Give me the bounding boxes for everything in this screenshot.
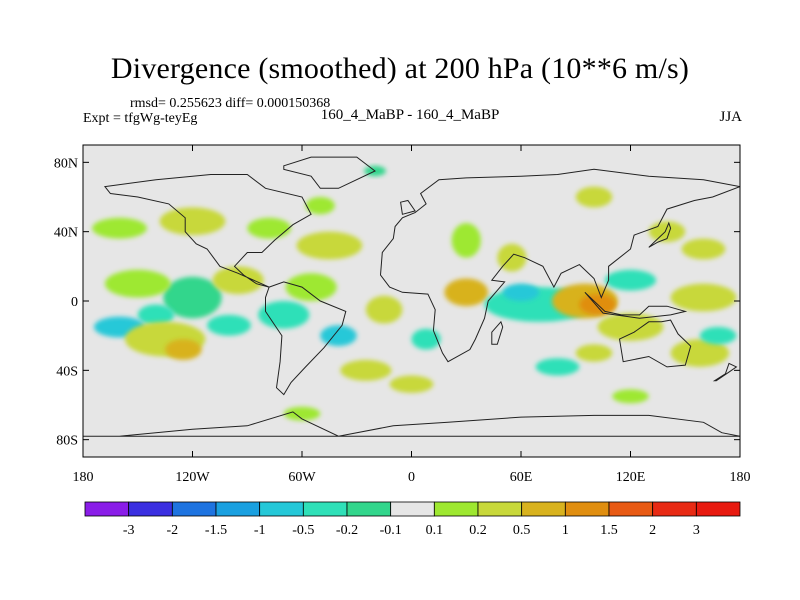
x-tick-label: 120E (616, 470, 646, 485)
colorbar-label: 0.1 (426, 523, 444, 538)
field-blob-16 (340, 359, 392, 381)
field-blob-6 (104, 269, 171, 298)
colorbar-swatch-3 (215, 501, 261, 517)
colorbar-label: 1 (562, 523, 569, 538)
experiment-label: Expt = tfgWg-teyEg (83, 111, 198, 126)
colorbar-label: -1.5 (205, 523, 227, 538)
x-tick-label: 120W (175, 470, 210, 485)
coastline-africa-eurasia (379, 168, 740, 363)
colorbar-label: 2 (649, 523, 656, 538)
divergence-field (92, 165, 737, 421)
colorbar-swatch-6 (346, 501, 392, 517)
colorbar-swatch-4 (259, 501, 304, 517)
colorbar-label: 0.2 (469, 523, 487, 538)
field-blob-27 (670, 283, 737, 312)
colorbar-label: -3 (123, 523, 135, 538)
field-blob-23 (502, 283, 540, 302)
coastline-south-america (265, 281, 347, 396)
x-tick-label: 60E (510, 470, 533, 485)
colorbar-label: 1.5 (600, 523, 618, 538)
colorbar-swatch-10 (521, 501, 566, 517)
field-blob-30 (604, 269, 657, 291)
field-blob-1 (137, 304, 175, 326)
y-tick-label: 0 (71, 295, 78, 310)
field-blob-37 (575, 186, 613, 208)
comparison-label: 160_4_MaBP - 160_4_MaBP (320, 107, 500, 123)
field-blob-19 (444, 278, 489, 307)
x-tick-label: 60W (288, 470, 316, 485)
field-blob-31 (535, 358, 580, 376)
colorbar-swatch-0 (84, 501, 130, 517)
y-tick-label: 40S (56, 364, 78, 379)
field-blob-10 (247, 217, 292, 239)
field-blob-35 (305, 197, 335, 215)
field-blob-32 (575, 344, 613, 362)
colorbar-label: -0.2 (336, 523, 358, 538)
colorbar-swatch-14 (695, 501, 741, 517)
coastlines (83, 156, 740, 437)
coastline-japan (648, 221, 672, 248)
field-blob-17 (389, 375, 434, 393)
colorbar-swatch-1 (128, 501, 173, 517)
x-tick-label: 180 (73, 470, 94, 485)
field-blob-14 (320, 325, 357, 347)
coastline-australia (618, 319, 692, 368)
field-blob-8 (92, 217, 147, 239)
colorbar-swatch-9 (477, 501, 523, 517)
coastline-north-america (103, 174, 312, 288)
field-blob-7 (212, 266, 264, 295)
colorbar-label: -0.5 (292, 523, 314, 538)
colorbar-swatch-2 (171, 501, 217, 517)
colorbar-swatch-8 (433, 501, 479, 517)
coastline-new-zealand (712, 362, 738, 382)
field-blob-29 (699, 327, 737, 345)
colorbar-swatch-12 (608, 501, 654, 517)
colorbar-label: -0.1 (380, 523, 402, 538)
colorbar: -3 -2 -1.5 -1 -0.5 -0.2 -0.1 0.1 0.2 0.5 1 1.5 2 3 (84, 501, 741, 538)
field-blob-18 (411, 328, 441, 350)
y-tick-label: 40N (54, 226, 78, 241)
field-blob-20 (451, 223, 481, 258)
coastline-antarctica (83, 411, 740, 437)
field-blob-12 (285, 273, 337, 301)
colorbar-label: -1 (254, 523, 266, 538)
colorbar-label: 0.5 (513, 523, 531, 538)
colorbar-label: 3 (693, 523, 700, 538)
colorbar-swatch-5 (302, 501, 348, 517)
chart-title: Divergence (smoothed) at 200 hPa (10**6 … (110, 52, 690, 85)
field-blob-0 (163, 276, 222, 319)
colorbar-swatch-7 (390, 501, 435, 517)
field-blob-2 (207, 314, 251, 336)
coastline-greenland (283, 156, 376, 189)
axis-ticks: 180 120W 60W 0 60E 120E 180 80N 40N 0 40S 80S (54, 145, 751, 485)
field-blob-13 (258, 301, 310, 329)
field-blob-11 (296, 231, 363, 260)
coastline-uk (400, 199, 416, 215)
rmsd-diff-label: rmsd= 0.255623 diff= 0.000150368 (130, 96, 331, 111)
season-label: JJA (719, 109, 742, 125)
coastline-indonesia (584, 291, 688, 319)
x-tick-label: 0 (408, 470, 415, 485)
field-blob-34 (681, 238, 726, 260)
y-tick-label: 80S (56, 434, 78, 449)
field-blob-5 (165, 339, 202, 360)
field-blob-9 (159, 207, 226, 236)
field-blob-39 (612, 389, 649, 404)
field-blob-15 (365, 295, 403, 324)
coastline-madagascar (491, 320, 504, 345)
colorbar-swatch-11 (564, 501, 610, 517)
colorbar-swatch-13 (652, 501, 697, 517)
x-tick-label: 180 (730, 470, 751, 485)
field-blob-26 (597, 313, 664, 341)
field-blob-38 (283, 406, 321, 421)
field-blob-28 (670, 339, 730, 367)
y-tick-label: 80N (54, 156, 78, 171)
colorbar-label: -2 (166, 523, 178, 538)
